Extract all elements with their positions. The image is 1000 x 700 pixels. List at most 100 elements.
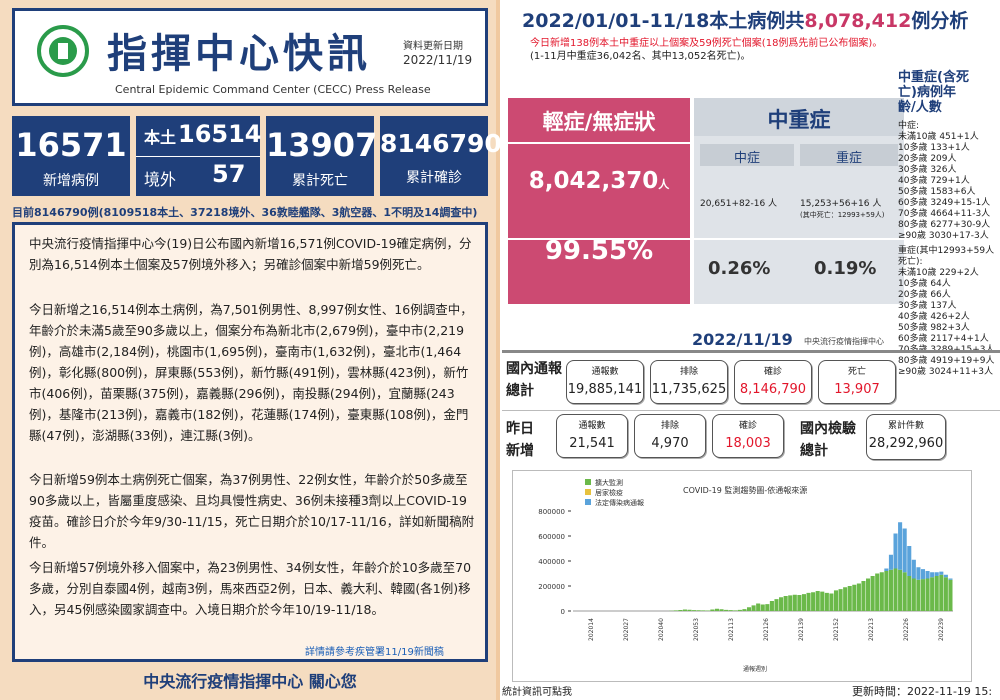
- stat-card: 通報數 21,541: [556, 414, 628, 458]
- legend-swatch: [585, 479, 591, 485]
- bar-expanded: [701, 610, 706, 611]
- bar-notifiable: [948, 578, 953, 580]
- x-tick: 202126: [763, 618, 770, 641]
- bar-expanded: [815, 591, 820, 611]
- age-line: 未滿10歲 451+1人: [898, 132, 979, 142]
- stat-card: 排除 11,735,625: [650, 360, 728, 404]
- paragraph-4: 今日新增57例境外移入個案中，為23例男性、34例女性，年齡介於10多歲至70多…: [29, 560, 472, 617]
- footer-link[interactable]: 詳情請參考疾管署11/19新聞稿: [305, 647, 444, 658]
- x-label: 通報週別: [743, 665, 767, 673]
- moderate-age-list: 中症: 未滿10歲 451+1人 10多歲 133+1人 20多歲 209人 30多歲 …: [898, 121, 1000, 242]
- card-value: 19,885,141: [567, 382, 643, 397]
- x-tick: 202113: [728, 618, 735, 641]
- mild-pct: 99.55%: [544, 236, 654, 266]
- stat-card: 死亡 13,907: [818, 360, 896, 404]
- domestic-label: 國內通報總計: [506, 361, 562, 399]
- cdc-logo-icon: [37, 25, 89, 77]
- stat-card: 排除 4,970: [634, 414, 706, 458]
- age-line: 80多歲 6277+30-9人: [898, 220, 991, 230]
- bar-expanded: [756, 603, 761, 611]
- bar-expanded: [696, 610, 701, 611]
- stat-local-imported: 本土 16514 境外 57: [136, 116, 262, 196]
- bar-expanded: [760, 604, 765, 611]
- age-line: 未滿10歲 229+2人: [898, 268, 979, 278]
- bar-expanded: [847, 586, 852, 611]
- bar-expanded: [714, 608, 720, 611]
- critical-count: 15,253+56+16 人: [800, 199, 882, 209]
- age-line: 30多歲 137人: [898, 301, 957, 311]
- bar-expanded: [678, 610, 683, 611]
- stat-label: 新增病例: [43, 173, 99, 189]
- imported-label: 境外: [144, 170, 177, 189]
- bar-notifiable: [930, 572, 935, 578]
- mild-count: 8,042,370: [528, 168, 659, 194]
- footer-text: 中央流行疫情指揮中心 關心您: [143, 672, 357, 691]
- bar-expanded: [856, 583, 861, 611]
- title-count: 8,078,412: [804, 10, 912, 32]
- bar-expanded: [939, 574, 944, 611]
- y-tick: 800000: [538, 508, 565, 516]
- card-value: 8,146,790: [739, 382, 807, 397]
- bar-expanded: [875, 573, 880, 611]
- critical-death-note: (其中死亡：12993+59人): [800, 211, 885, 219]
- paragraph-1: 中央流行疫情指揮中心今(19)日公布國內新增16,571例COVID-19確定病…: [29, 236, 472, 272]
- stat-total-confirmed: 8146790 累計確診: [380, 116, 502, 196]
- x-tick: 202152: [833, 618, 840, 641]
- bar-expanded: [824, 592, 829, 611]
- stat-label: 累計確診: [406, 170, 462, 186]
- bar-expanded: [911, 578, 916, 611]
- card-label: 累計件數: [887, 421, 924, 431]
- bar-expanded: [783, 596, 788, 611]
- bar-expanded: [902, 572, 907, 611]
- stats-link[interactable]: 統計資訊可點我: [502, 687, 572, 698]
- card-label: 確診: [738, 421, 757, 431]
- bar-expanded: [930, 577, 935, 611]
- bar-notifiable: [893, 533, 898, 569]
- analysis-panel: 2022/01/01-11/18本土病例共8,078,412例分析 今日新增13…: [502, 0, 1000, 700]
- analysis-title: 2022/01/01-11/18本土病例共8,078,412例分析: [522, 6, 968, 33]
- bar-expanded: [692, 610, 697, 611]
- bar-notifiable: [934, 572, 939, 576]
- local-value: 16514: [178, 120, 262, 148]
- bar-notifiable: [884, 568, 889, 571]
- bar-expanded: [687, 609, 692, 611]
- paragraph-3: 今日新增59例本土病例死亡個案，為37例男性、22例女性，年齡介於50多歲至90…: [29, 472, 475, 550]
- critical-age-list: 重症(其中12993+59人死亡): 未滿10歲 229+2人 10多歲 64人 20…: [898, 246, 1000, 378]
- bar-expanded: [852, 584, 857, 611]
- bar-expanded: [724, 609, 729, 611]
- age-line: 40多歲 426+2人: [898, 312, 970, 322]
- test-label: 國內檢驗總計: [800, 421, 856, 459]
- bar-expanded: [792, 594, 797, 611]
- bar-expanded: [806, 592, 811, 611]
- bar-expanded: [833, 590, 839, 611]
- age-line: ≥90歲 3024+11+3人: [898, 367, 994, 377]
- legend-label: 法定傳染病通報: [595, 498, 644, 507]
- moderate-count: 20,651+82-16 人: [700, 199, 778, 209]
- bar-expanded: [934, 576, 939, 611]
- age-line: 70多歲 4664+11-3人: [898, 209, 991, 219]
- card-value: 18,003: [725, 436, 771, 451]
- update-label: 資料更新日期: [403, 41, 463, 52]
- bar-expanded: [870, 576, 875, 611]
- card-value: 13,907: [834, 382, 880, 397]
- bar-expanded: [888, 569, 893, 611]
- bar-expanded: [907, 576, 912, 611]
- card-label: 死亡: [847, 367, 866, 377]
- x-tick: 202053: [693, 618, 700, 641]
- bar-expanded: [751, 605, 756, 611]
- subtitle: Central Epidemic Command Center (CECC) P…: [115, 83, 431, 96]
- bar-expanded: [719, 609, 724, 611]
- bar-expanded: [820, 591, 825, 611]
- x-tick: 202226: [903, 618, 910, 641]
- age-line: 30多歲 326人: [898, 165, 957, 175]
- bar-expanded: [673, 610, 678, 611]
- bar-expanded: [797, 595, 802, 611]
- card-value: 28,292,960: [868, 436, 944, 451]
- bar-expanded: [879, 572, 884, 611]
- x-tick: 202014: [588, 618, 595, 641]
- card-label: 確診: [763, 367, 782, 377]
- age-line: 重症(其中12993+59人死亡):: [898, 246, 995, 267]
- stat-new-cases: 16571 新增病例: [12, 116, 130, 196]
- age-line: 60多歲 3249+15-1人: [898, 198, 991, 208]
